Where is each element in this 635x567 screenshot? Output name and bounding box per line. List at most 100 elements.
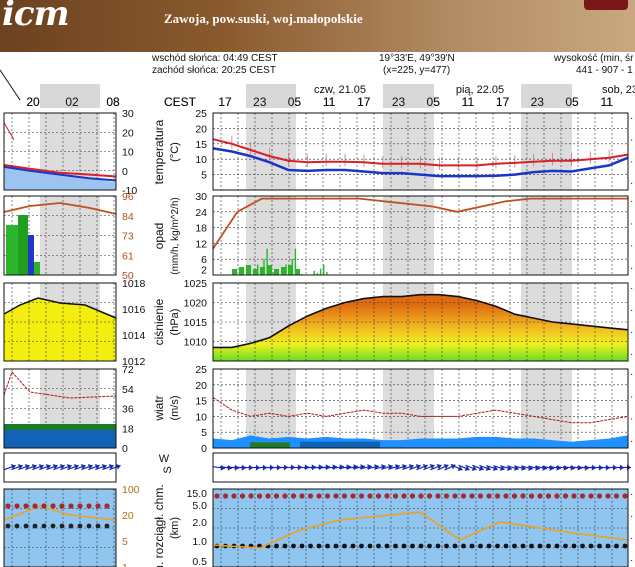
day-label: pią, 22.05 xyxy=(456,84,504,96)
panel-border xyxy=(212,452,629,483)
cloud-high-dot xyxy=(511,493,518,499)
cloud-high-dot xyxy=(307,493,314,499)
wind-arrow-head xyxy=(220,464,225,471)
cloud-high-dot xyxy=(571,493,577,499)
pressure-tick-label: 1010 xyxy=(184,337,208,349)
left-panel-border xyxy=(3,282,117,362)
left-humidity-tick-label: 50 xyxy=(122,270,134,282)
left-panel-border xyxy=(3,195,117,276)
cloud-low-dot xyxy=(571,543,577,549)
cloud-high-dot xyxy=(392,493,399,499)
panel-border xyxy=(212,488,629,567)
pressure-axis-title: ciśnienie xyxy=(152,298,166,345)
precip-block xyxy=(274,269,279,275)
precip-bar xyxy=(301,273,303,275)
wind-arrow xyxy=(374,464,386,470)
right-edge-tick: · xyxy=(630,511,633,522)
left-cloud-dot xyxy=(41,523,47,529)
precip-tick-label: 24 xyxy=(195,207,207,219)
night-band xyxy=(521,196,572,275)
left-hour-tick-label: 08 xyxy=(106,95,120,109)
wind-arrow-head xyxy=(115,463,121,470)
cloud-low-dot xyxy=(614,543,619,549)
right-edge-tick: · xyxy=(630,283,633,294)
wind-tick-label: 15 xyxy=(195,396,207,408)
wind-arrow xyxy=(493,465,505,471)
cloud-high-dot xyxy=(588,493,594,499)
night-band xyxy=(383,196,434,275)
cloud-high-dot xyxy=(520,493,526,499)
cloud-low-dot xyxy=(503,543,509,549)
pressure-tick-label: 1025 xyxy=(184,278,208,290)
corner-tab[interactable] xyxy=(584,0,628,10)
header-night-band xyxy=(246,84,296,108)
cloud-high-dot xyxy=(316,493,322,499)
left-precip-bar xyxy=(34,262,40,275)
temp-tick-label: 15 xyxy=(195,139,207,151)
cloud-low-dot xyxy=(333,543,339,549)
left-temp-tick-label: 20 xyxy=(122,127,134,139)
header-night-band xyxy=(40,84,100,108)
hour-tick-label: 17 xyxy=(218,95,232,109)
wind-arrow-head xyxy=(45,463,51,470)
wind-arrow xyxy=(67,463,79,471)
wind-arrow-head xyxy=(422,463,428,470)
location-title: Zawoja, pow.suski, woj.małopolskie xyxy=(164,11,363,26)
right-edge-tick: · xyxy=(630,436,633,447)
left-hour-tick-label: 20 xyxy=(26,95,40,109)
cloud-high-dot xyxy=(282,493,288,499)
cloud-low-dot xyxy=(512,543,517,549)
cloud-low-dot xyxy=(529,543,534,549)
left-precip-bar xyxy=(18,215,28,275)
cloud-low-dot xyxy=(580,543,585,549)
cloud-high-dot xyxy=(299,493,305,499)
wind-arrow-head xyxy=(395,464,400,470)
wind-arrow-head xyxy=(401,464,407,470)
wind-arrow xyxy=(4,463,16,471)
temp-axis-title: temperatura xyxy=(152,119,166,184)
humidity-line xyxy=(212,197,628,250)
panel-border xyxy=(212,282,629,362)
wind-arrow-head xyxy=(443,463,449,470)
left-temp-red xyxy=(3,164,117,178)
hour-tick-label: 23 xyxy=(531,95,545,109)
wind-arrow xyxy=(212,464,226,471)
left-hour-tick-label: 08 xyxy=(106,95,120,109)
wind-arrow-head xyxy=(507,465,512,471)
left-humidity-tick-label: 73 xyxy=(122,231,134,243)
cloud-low-dot xyxy=(274,543,279,549)
left-cloud-dot xyxy=(68,503,74,509)
cloud-high-dot xyxy=(443,493,450,499)
wind-arrow xyxy=(437,463,449,471)
cloud-low-dot xyxy=(546,543,551,549)
cloud-high-dot xyxy=(367,493,373,499)
precip-bar xyxy=(316,272,319,275)
left-temp-tick-label: 10 xyxy=(122,147,134,159)
wind-arrow-head xyxy=(38,463,44,470)
hour-tick-label: 05 xyxy=(565,95,579,109)
wind-arrow xyxy=(409,463,421,471)
hour-tick-label: 11 xyxy=(462,95,475,109)
cloud-low-dot xyxy=(478,543,483,549)
cloud-high-dot xyxy=(435,493,441,499)
coords-label: 19°33'E, 49°39'N xyxy=(379,53,455,64)
left-cloud-tick-label: 5 xyxy=(122,536,128,548)
wind-arrow xyxy=(458,464,470,472)
day-label: sob, 23 xyxy=(602,84,635,96)
left-humidity-line xyxy=(3,202,117,215)
time-zone-label: CEST xyxy=(164,95,197,109)
night-band xyxy=(383,369,434,448)
left-cloud-dot xyxy=(59,503,65,509)
precip-axis-title: opad xyxy=(152,223,166,250)
wind-tick-label: 20 xyxy=(195,380,207,392)
cloud-high-dot xyxy=(486,493,492,499)
left-panel-border xyxy=(3,112,117,191)
left-cloud-dot xyxy=(14,523,20,529)
right-edge-tick: · xyxy=(630,178,633,189)
wind-arrow-head xyxy=(52,463,58,470)
left-cloud-dot xyxy=(59,523,65,529)
wind-arrow xyxy=(11,463,23,471)
cloud-low-dot xyxy=(597,543,602,549)
wind-arrow xyxy=(430,463,442,471)
cloud-high-dot xyxy=(409,493,416,499)
